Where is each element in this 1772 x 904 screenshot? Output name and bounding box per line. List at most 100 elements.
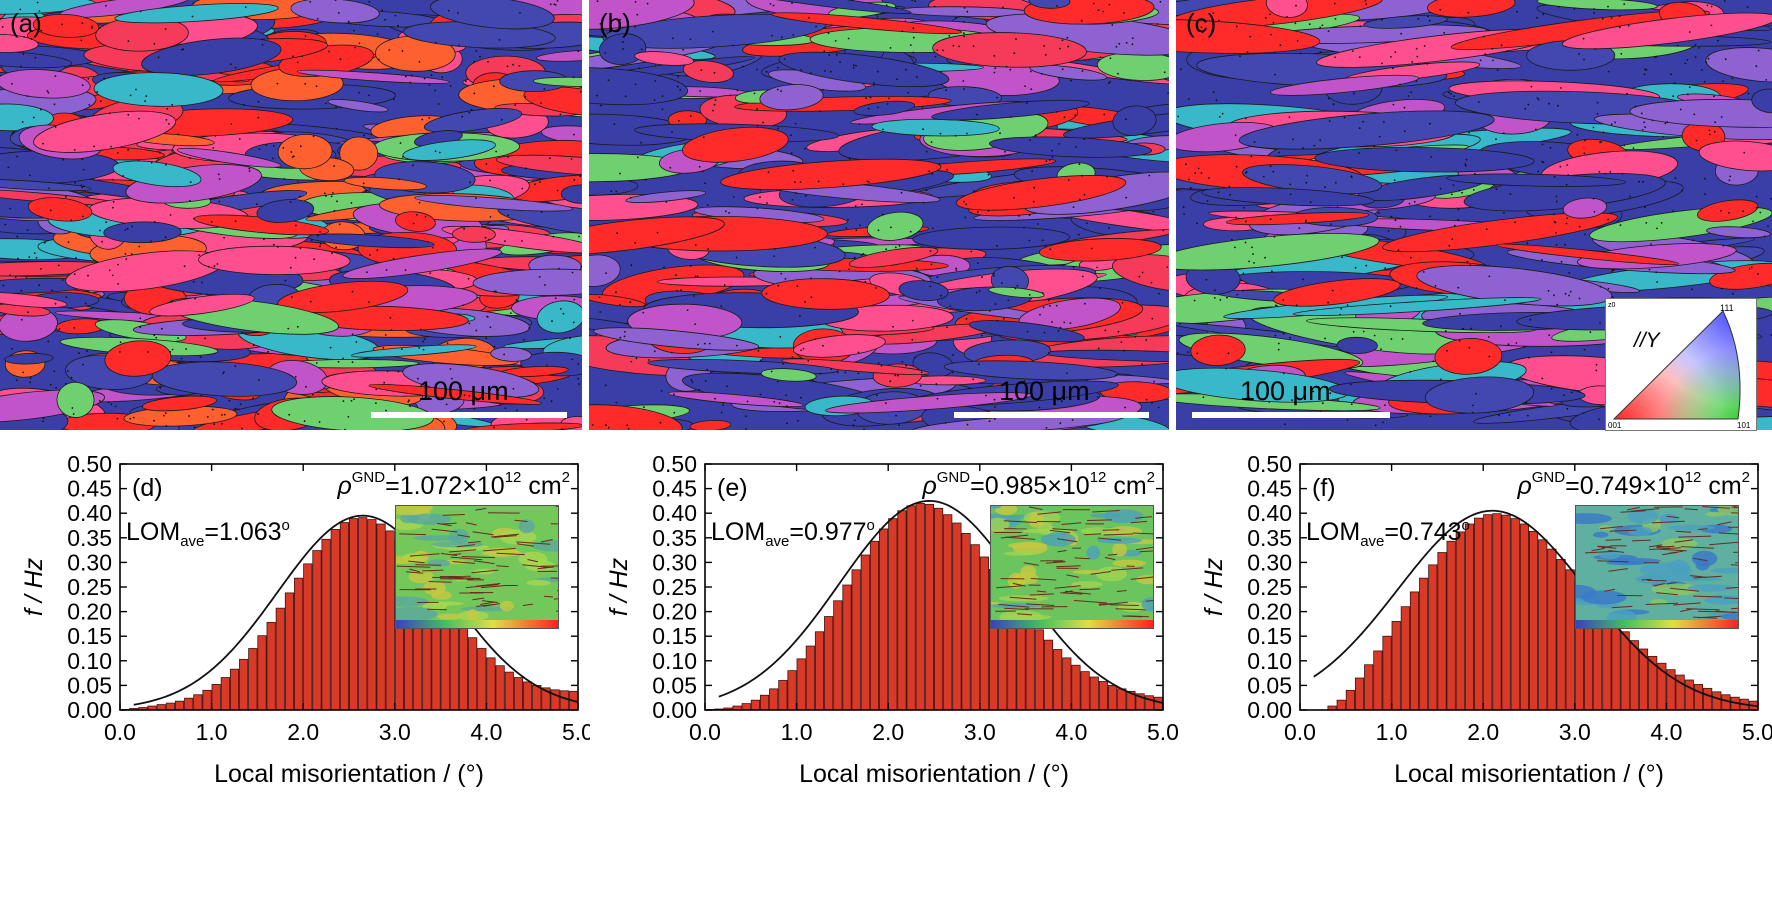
- boundary-dot: [1604, 173, 1606, 175]
- histogram-bar: [267, 622, 275, 710]
- boundary-dot: [316, 85, 318, 87]
- boundary-dot: [193, 218, 195, 220]
- boundary-dot: [636, 14, 638, 16]
- boundary-dot: [81, 187, 83, 189]
- boundary-dot: [878, 229, 880, 231]
- boundary-dot: [86, 350, 88, 352]
- rho-gnd-annotation: ρGND=0.749×1012 cm2: [1516, 469, 1750, 500]
- boundary-dot: [473, 93, 475, 95]
- boundary-dot: [62, 159, 64, 161]
- boundary-dot: [1341, 256, 1343, 258]
- boundary-dot: [163, 415, 165, 417]
- boundary-dot: [1358, 152, 1360, 154]
- boundary-dot: [877, 107, 879, 109]
- boundary-dot: [1603, 132, 1605, 134]
- histogram-bar: [560, 691, 568, 710]
- boundary-dot: [756, 108, 758, 110]
- boundary-dot: [108, 402, 110, 404]
- inset-region: [1636, 574, 1674, 584]
- inset-region: [1028, 512, 1044, 527]
- boundary-dot: [881, 365, 883, 367]
- boundary-dot: [876, 395, 878, 397]
- histogram-bar: [1383, 636, 1391, 710]
- boundary-dot: [352, 291, 354, 293]
- boundary-dot: [239, 138, 241, 140]
- boundary-dot: [797, 420, 799, 422]
- boundary-dot: [1324, 186, 1326, 188]
- boundary-dot: [608, 427, 610, 429]
- boundary-dot: [283, 178, 285, 180]
- boundary-dot: [660, 422, 662, 424]
- boundary-dot: [1121, 341, 1123, 343]
- histogram-bar: [944, 515, 952, 710]
- boundary-dot: [678, 120, 680, 122]
- boundary-dot: [837, 372, 839, 374]
- boundary-dot: [1599, 142, 1601, 144]
- boundary-dot: [398, 371, 400, 373]
- boundary-dot: [235, 408, 237, 410]
- boundary-dot: [475, 197, 477, 199]
- boundary-dot: [165, 164, 167, 166]
- boundary-dot: [1039, 314, 1041, 316]
- boundary-dot: [1298, 227, 1300, 229]
- boundary-dot: [1015, 288, 1017, 290]
- boundary-dot: [736, 257, 738, 259]
- boundary-dot: [677, 86, 679, 88]
- boundary-dot: [383, 382, 385, 384]
- boundary-dot: [1132, 37, 1134, 39]
- boundary-dot: [486, 163, 488, 165]
- boundary-dot: [1096, 267, 1098, 269]
- boundary-dot: [722, 404, 724, 406]
- boundary-dot: [1542, 144, 1544, 146]
- boundary-dot: [760, 360, 762, 362]
- histogram-bar: [1374, 651, 1382, 710]
- boundary-dot: [596, 95, 598, 97]
- boundary-dot: [462, 304, 464, 306]
- boundary-dot: [662, 95, 664, 97]
- boundary-dot: [569, 337, 571, 339]
- boundary-dot: [368, 95, 370, 97]
- boundary-dot: [208, 266, 210, 268]
- boundary-dot: [1516, 11, 1518, 13]
- boundary-dot: [1093, 3, 1095, 5]
- boundary-dot: [691, 379, 693, 381]
- boundary-dot: [1335, 182, 1337, 184]
- histogram-bar: [1053, 649, 1061, 710]
- boundary-dot: [468, 323, 470, 325]
- y-tick-label: 0.40: [652, 500, 697, 526]
- ipf-label-z0: z0: [1608, 302, 1616, 309]
- boundary-dot: [901, 361, 903, 363]
- boundary-dot: [1070, 322, 1072, 324]
- boundary-dot: [705, 380, 707, 382]
- boundary-dot: [1063, 322, 1065, 324]
- boundary-dot: [490, 367, 492, 369]
- boundary-dot: [1475, 393, 1477, 395]
- boundary-dot: [1059, 422, 1061, 424]
- boundary-dot: [58, 265, 60, 267]
- x-tick-label: 5.0: [562, 719, 590, 745]
- boundary-dot: [1564, 244, 1566, 246]
- boundary-dot: [1272, 171, 1274, 173]
- boundary-dot: [402, 50, 404, 52]
- boundary-dot: [680, 289, 682, 291]
- inset-region: [1668, 560, 1689, 575]
- boundary-dot: [1046, 427, 1048, 429]
- boundary-dot: [1548, 290, 1550, 292]
- boundary-dot: [1106, 176, 1108, 178]
- boundary-dot: [1584, 234, 1586, 236]
- boundary-dot: [27, 229, 29, 231]
- histogram-bar: [359, 518, 367, 710]
- boundary-dot: [424, 78, 426, 80]
- boundary-dot: [1378, 212, 1380, 214]
- boundary-dot: [1680, 109, 1682, 111]
- boundary-dot: [808, 17, 810, 19]
- boundary-dot: [1450, 93, 1452, 95]
- boundary-dot: [16, 236, 18, 238]
- boundary-dot: [916, 268, 918, 270]
- boundary-dot: [469, 182, 471, 184]
- boundary-dot: [914, 357, 916, 359]
- boundary-dot: [700, 69, 702, 71]
- boundary-dot: [1124, 407, 1126, 409]
- boundary-dot: [393, 258, 395, 260]
- boundary-dot: [1045, 54, 1047, 56]
